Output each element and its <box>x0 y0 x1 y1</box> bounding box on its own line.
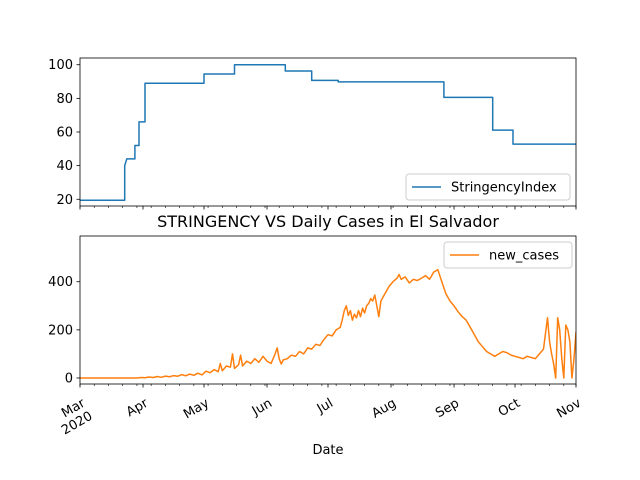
stringency-y-tick-label: 100 <box>48 58 73 73</box>
cases-legend-label: new_cases <box>489 249 559 264</box>
stringency-series-line <box>80 63 576 202</box>
cases-series-line <box>80 268 576 379</box>
cases-axes-frame <box>79 235 577 385</box>
stringency-axes-frame <box>79 57 577 207</box>
cases-y-ticks: 0 200 400 <box>48 275 80 386</box>
cases-x-tick-label: Jul <box>314 396 336 417</box>
cases-y-tick-label: 0 <box>65 371 73 386</box>
cases-y-tick-label: 400 <box>48 275 73 290</box>
stringency-y-tick-label: 80 <box>56 92 73 107</box>
stringency-plot-area <box>80 63 576 202</box>
stringency-y-ticks: 20 40 60 80 100 <box>48 58 80 208</box>
cases-plot-area <box>80 268 576 379</box>
cases-legend: new_cases <box>443 241 573 269</box>
stringency-y-tick-label: 60 <box>56 126 73 141</box>
stringency-y-tick-label: 40 <box>56 159 73 174</box>
stringency-axes: 20 40 60 80 100 StringencyIndex <box>48 57 577 210</box>
cases-legend-box <box>443 241 573 269</box>
x-axis-label: Date <box>312 443 343 458</box>
stringency-legend-box <box>405 173 571 201</box>
stringency-legend-label: StringencyIndex <box>451 181 557 196</box>
cases-x-tick-label-line: Jul <box>314 396 336 417</box>
chart-title: STRINGENCY VS Daily Cases in El Salvador <box>157 212 499 231</box>
cases-y-tick-label: 200 <box>48 323 73 338</box>
stringency-y-tick-label: 20 <box>56 193 73 208</box>
stringency-legend: StringencyIndex <box>405 173 571 201</box>
